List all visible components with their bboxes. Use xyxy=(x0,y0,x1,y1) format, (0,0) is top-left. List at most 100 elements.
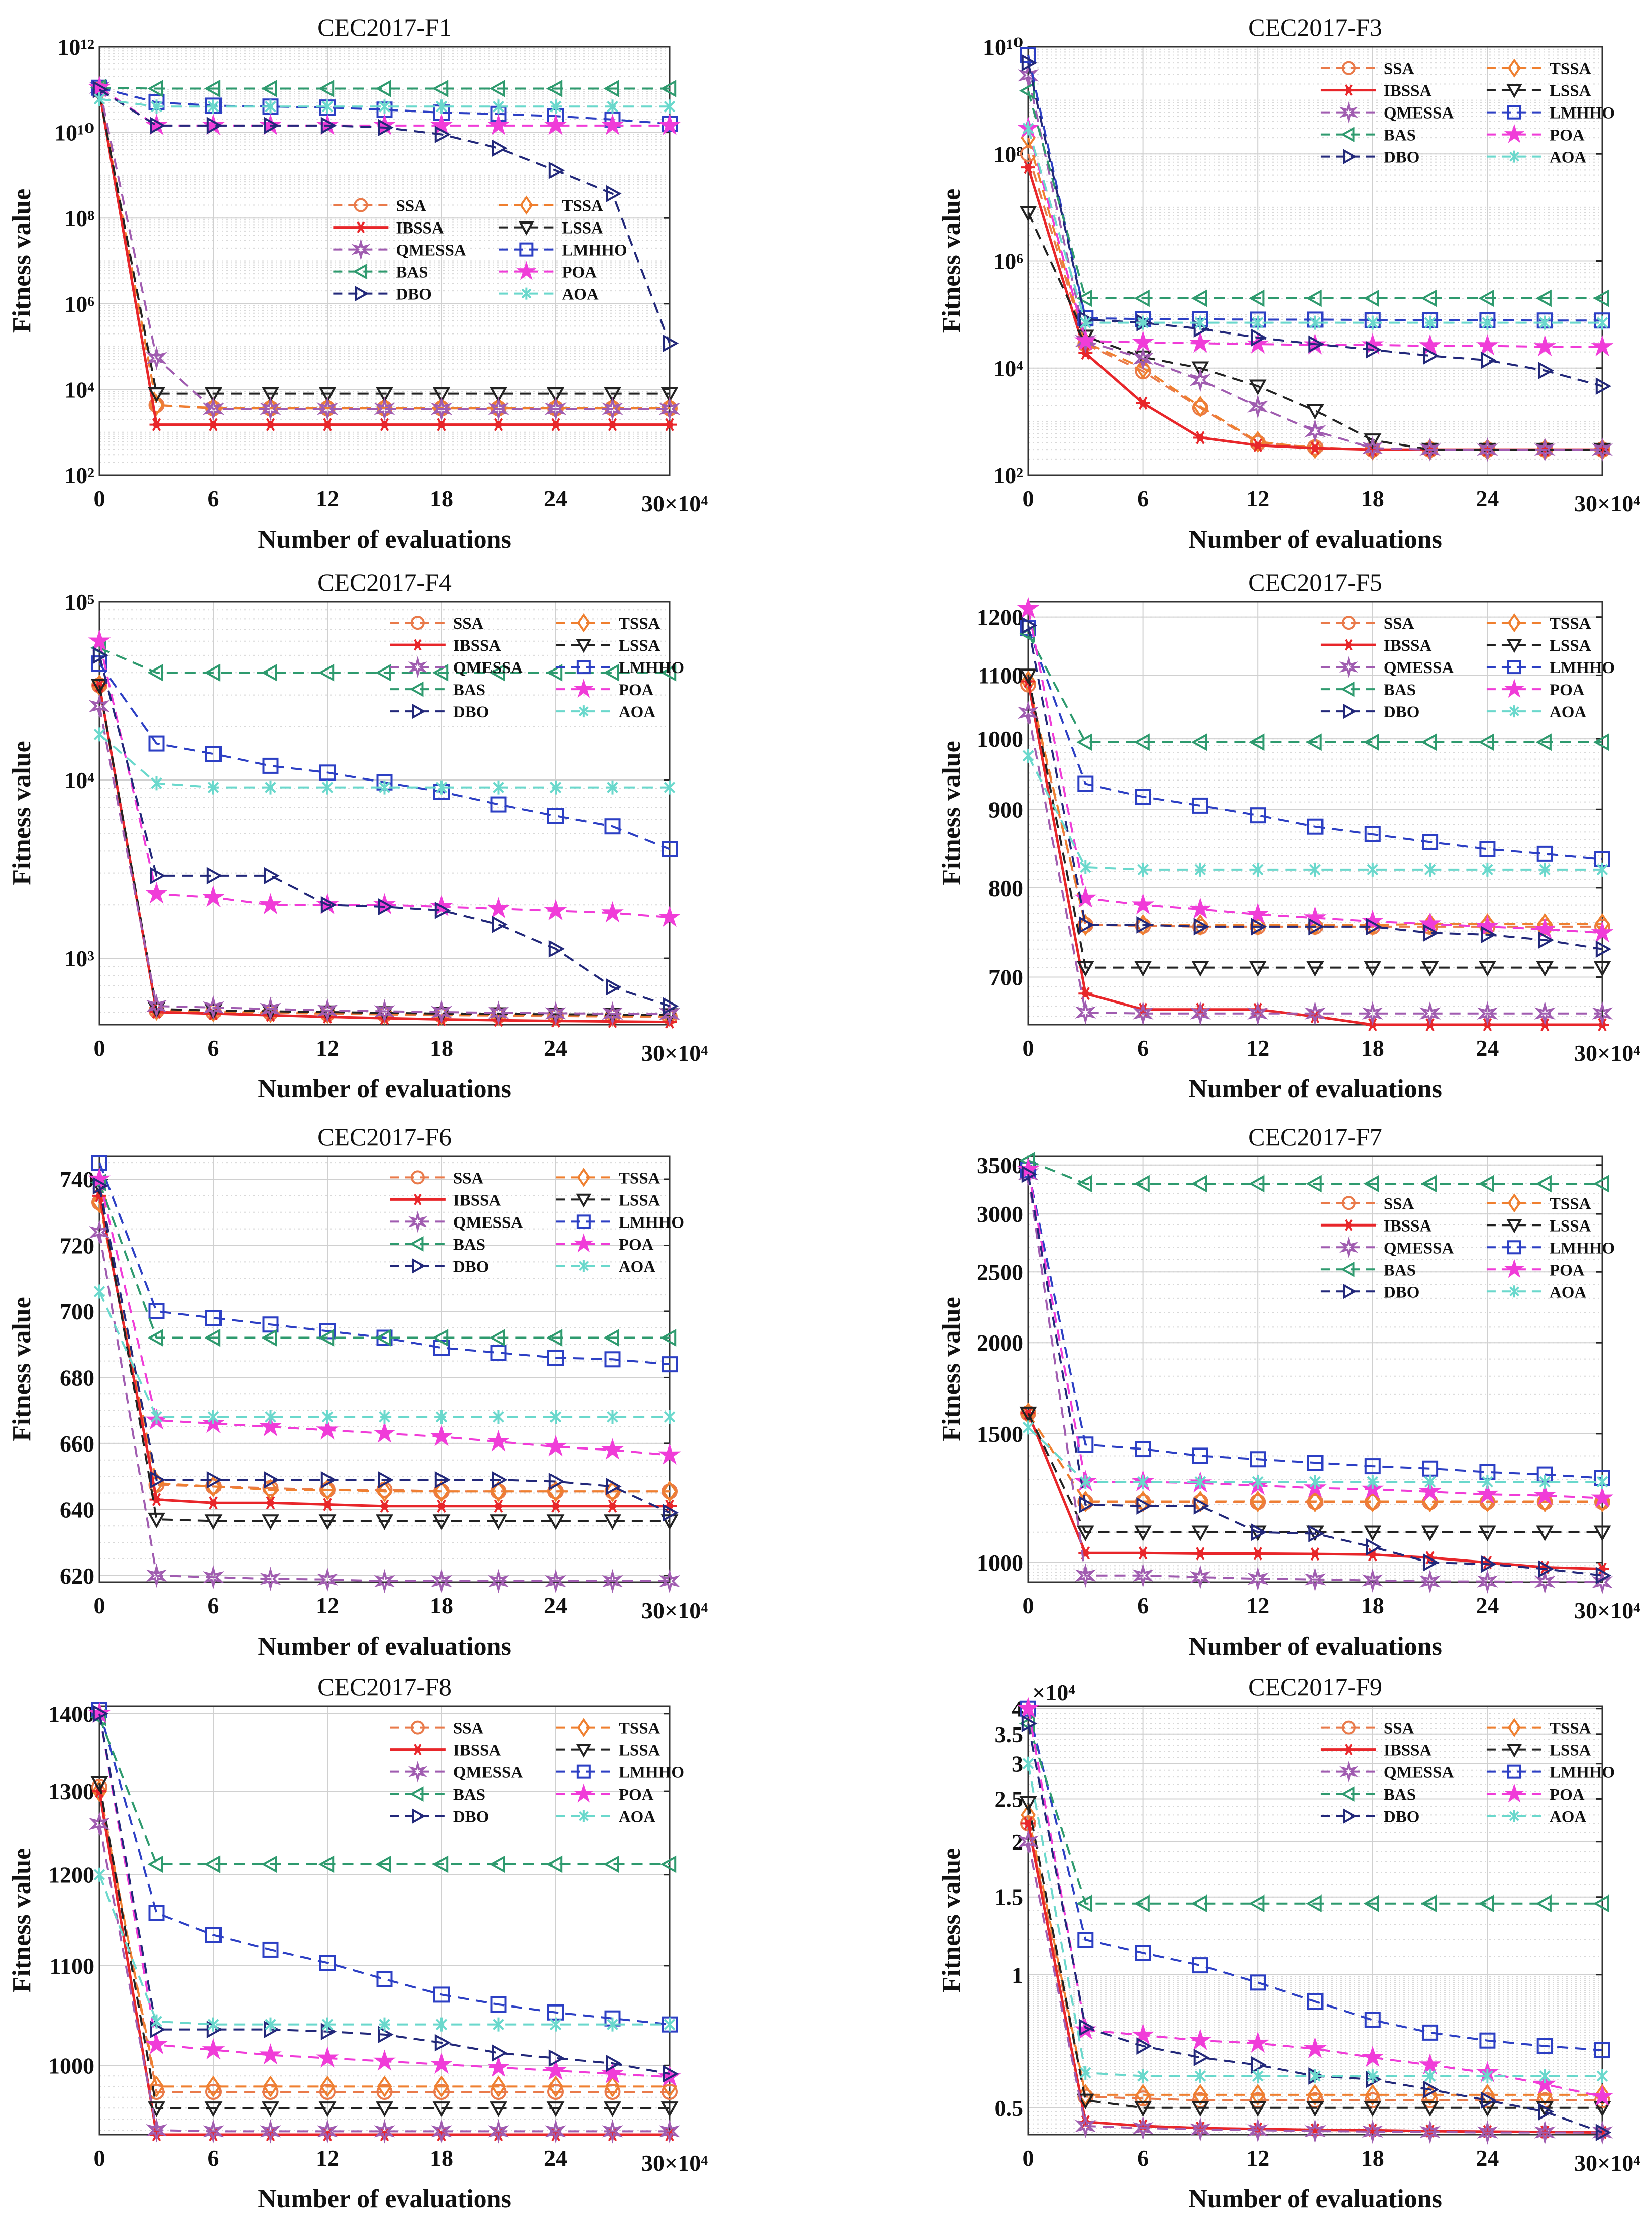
legend-label: SSA xyxy=(1384,60,1414,78)
series-marker xyxy=(93,727,105,742)
plot-frame xyxy=(98,1705,671,2136)
legend-label: IBSSA xyxy=(453,1742,501,1760)
series-line xyxy=(1027,128,1602,324)
series-marker-core xyxy=(609,1502,616,1510)
legend-item-dbo: DBO xyxy=(333,286,432,304)
legend-item-ssa: SSA xyxy=(1320,60,1414,78)
series-marker xyxy=(1307,2084,1323,2106)
series-line xyxy=(98,1791,670,2136)
series-marker xyxy=(1533,335,1556,357)
series-marker xyxy=(1504,124,1524,143)
series-marker xyxy=(265,99,276,114)
series-marker xyxy=(433,1986,450,2003)
series-marker xyxy=(549,2017,562,2032)
series-marker xyxy=(375,80,391,97)
series-marker xyxy=(206,867,223,885)
legend-item-dbo: DBO xyxy=(390,1808,489,1826)
minor-grid xyxy=(1028,48,1602,460)
series-marker xyxy=(664,99,676,114)
series-marker xyxy=(1191,1894,1207,1913)
legend-label: LMHHO xyxy=(1550,659,1615,677)
series-marker xyxy=(377,1480,392,1502)
series-aoa xyxy=(1022,121,1608,330)
x-end-tick-label: 30×10⁴ xyxy=(1574,491,1640,516)
series-marker xyxy=(376,387,393,403)
y-tick-label: 680 xyxy=(60,1365,94,1390)
series-qmessa xyxy=(1017,63,1613,462)
legend-item-dbo: DBO xyxy=(390,1258,489,1276)
series-marker xyxy=(318,387,337,403)
series-marker xyxy=(410,1170,425,1185)
legend-label: SSA xyxy=(1384,1195,1414,1213)
y-tick-label: 10⁶ xyxy=(64,291,94,317)
series-line xyxy=(1027,75,1602,451)
series-marker xyxy=(1017,1697,1040,1718)
series-marker xyxy=(520,195,533,215)
series-marker xyxy=(1021,617,1038,634)
x-tick-label: 18 xyxy=(1361,1593,1384,1618)
legend-label: LSSA xyxy=(1550,82,1591,100)
series-marker-core xyxy=(1025,1820,1032,1827)
series-marker xyxy=(546,1855,563,1873)
series-marker xyxy=(1020,47,1036,63)
series-dbo xyxy=(92,1705,679,2083)
series-marker xyxy=(1343,149,1357,165)
series-marker xyxy=(576,1744,592,1758)
x-tick-label: 6 xyxy=(208,1035,219,1061)
legend-label: BAS xyxy=(1384,1786,1416,1804)
series-marker xyxy=(432,387,451,403)
x-end-tick-label: 30×10⁴ xyxy=(641,2150,708,2176)
legend-item-bas: BAS xyxy=(1320,681,1416,699)
series-marker xyxy=(521,287,532,300)
series-marker xyxy=(606,185,622,203)
series-dbo xyxy=(92,646,679,1015)
series-marker xyxy=(1420,1894,1437,1913)
legend-label: AOA xyxy=(619,1258,656,1276)
series-marker xyxy=(1535,1894,1552,1913)
series-marker xyxy=(316,2119,339,2144)
series-marker xyxy=(1482,2069,1493,2083)
series-marker xyxy=(1420,289,1437,307)
series-marker xyxy=(93,1284,105,1299)
series-marker xyxy=(1132,893,1154,915)
y-tick-label: 640 xyxy=(60,1497,94,1522)
series-marker xyxy=(1135,357,1151,379)
series-marker xyxy=(260,397,281,421)
series-marker xyxy=(379,2017,390,2032)
series-marker xyxy=(409,1786,424,1802)
series-marker xyxy=(1418,912,1442,934)
y-tick-label: 10¹⁰ xyxy=(983,34,1023,60)
series-marker xyxy=(1079,2019,1095,2037)
series-line xyxy=(1027,628,1603,860)
series-marker xyxy=(546,387,565,403)
series-marker xyxy=(1363,1894,1379,1913)
series-marker xyxy=(265,2017,276,2032)
series-marker xyxy=(373,1421,396,1443)
series-marker xyxy=(1539,315,1551,330)
series-dbo xyxy=(92,80,679,352)
series-marker xyxy=(1593,1894,1609,1913)
legend-label: LSSA xyxy=(1550,637,1591,655)
legend-item-aoa: AOA xyxy=(1486,703,1586,721)
series-marker xyxy=(1137,862,1149,877)
series-marker xyxy=(374,2119,395,2144)
series-marker xyxy=(435,780,448,795)
series-marker xyxy=(1593,1525,1611,1541)
series-marker xyxy=(88,694,111,718)
x-tick-label: 12 xyxy=(1246,1035,1269,1061)
series-bas xyxy=(90,639,677,682)
series-marker xyxy=(1367,315,1379,330)
series-marker xyxy=(576,1193,592,1208)
series-marker xyxy=(430,114,453,135)
legend-label: DBO xyxy=(453,703,489,721)
series-marker xyxy=(1479,961,1496,977)
series-marker xyxy=(1078,2084,1093,2106)
series-marker xyxy=(147,663,163,682)
legend: SSA TSSA IBSSA LSSA QMESSA LMHHO BAS POA DBO AOA xyxy=(1320,1718,1615,1826)
series-marker xyxy=(1539,862,1551,877)
legend-item-tssa: TSSA xyxy=(556,1718,660,1738)
series-line xyxy=(98,1787,670,2093)
legend-label: POA xyxy=(1550,127,1585,145)
series-marker xyxy=(573,1233,594,1253)
legend-item-ibssa: IBSSA xyxy=(1320,637,1431,655)
